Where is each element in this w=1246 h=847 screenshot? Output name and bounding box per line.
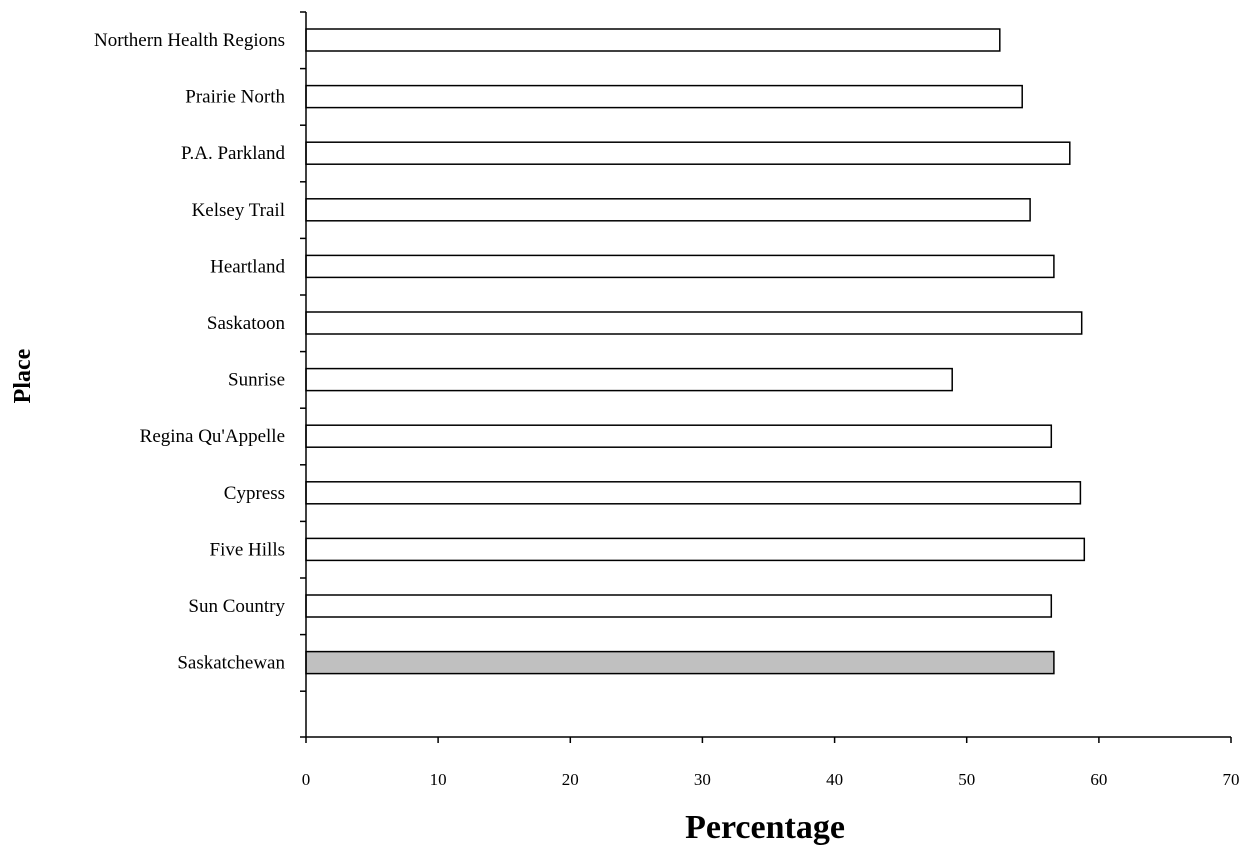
category-label: Cypress	[224, 483, 285, 504]
x-tick-label: 40	[826, 770, 843, 789]
category-label: Sunrise	[228, 370, 285, 391]
category-label: Prairie North	[185, 87, 285, 108]
category-label: Regina Qu'Appelle	[140, 426, 285, 447]
y-axis-title: Place	[10, 348, 36, 403]
x-tick-label: 70	[1223, 770, 1240, 789]
bar	[305, 537, 1086, 562]
bar	[305, 141, 1071, 165]
bar	[305, 650, 1055, 675]
bar	[305, 84, 1023, 109]
category-label: Saskatchewan	[177, 653, 285, 674]
bar	[305, 424, 1053, 448]
x-tick-label: 10	[430, 770, 447, 789]
x-tick-label: 0	[302, 770, 311, 789]
bar	[305, 254, 1055, 279]
bar	[305, 198, 1031, 222]
category-label: Heartland	[210, 256, 285, 277]
category-label: Saskatoon	[207, 313, 286, 334]
x-tick-label: 50	[958, 770, 975, 789]
bar	[305, 594, 1053, 618]
bar	[305, 311, 1083, 335]
bar	[305, 481, 1082, 505]
bar	[305, 367, 953, 392]
x-tick-label: 60	[1090, 770, 1107, 789]
x-tick-label: 30	[694, 770, 711, 789]
category-label: P.A. Parkland	[181, 143, 285, 164]
axes-layer	[300, 11, 1232, 743]
category-label: Five Hills	[210, 539, 285, 560]
bars-layer	[305, 28, 1086, 675]
category-label: Northern Health Regions	[94, 30, 285, 51]
x-tick-label: 20	[562, 770, 579, 789]
bar	[305, 28, 1001, 52]
category-label: Sun Country	[188, 596, 285, 617]
labels-layer: Northern Health Regions Prairie North P.A.…	[94, 30, 1240, 789]
x-axis-title: Percentage	[685, 809, 845, 846]
category-label: Kelsey Trail	[192, 200, 285, 221]
